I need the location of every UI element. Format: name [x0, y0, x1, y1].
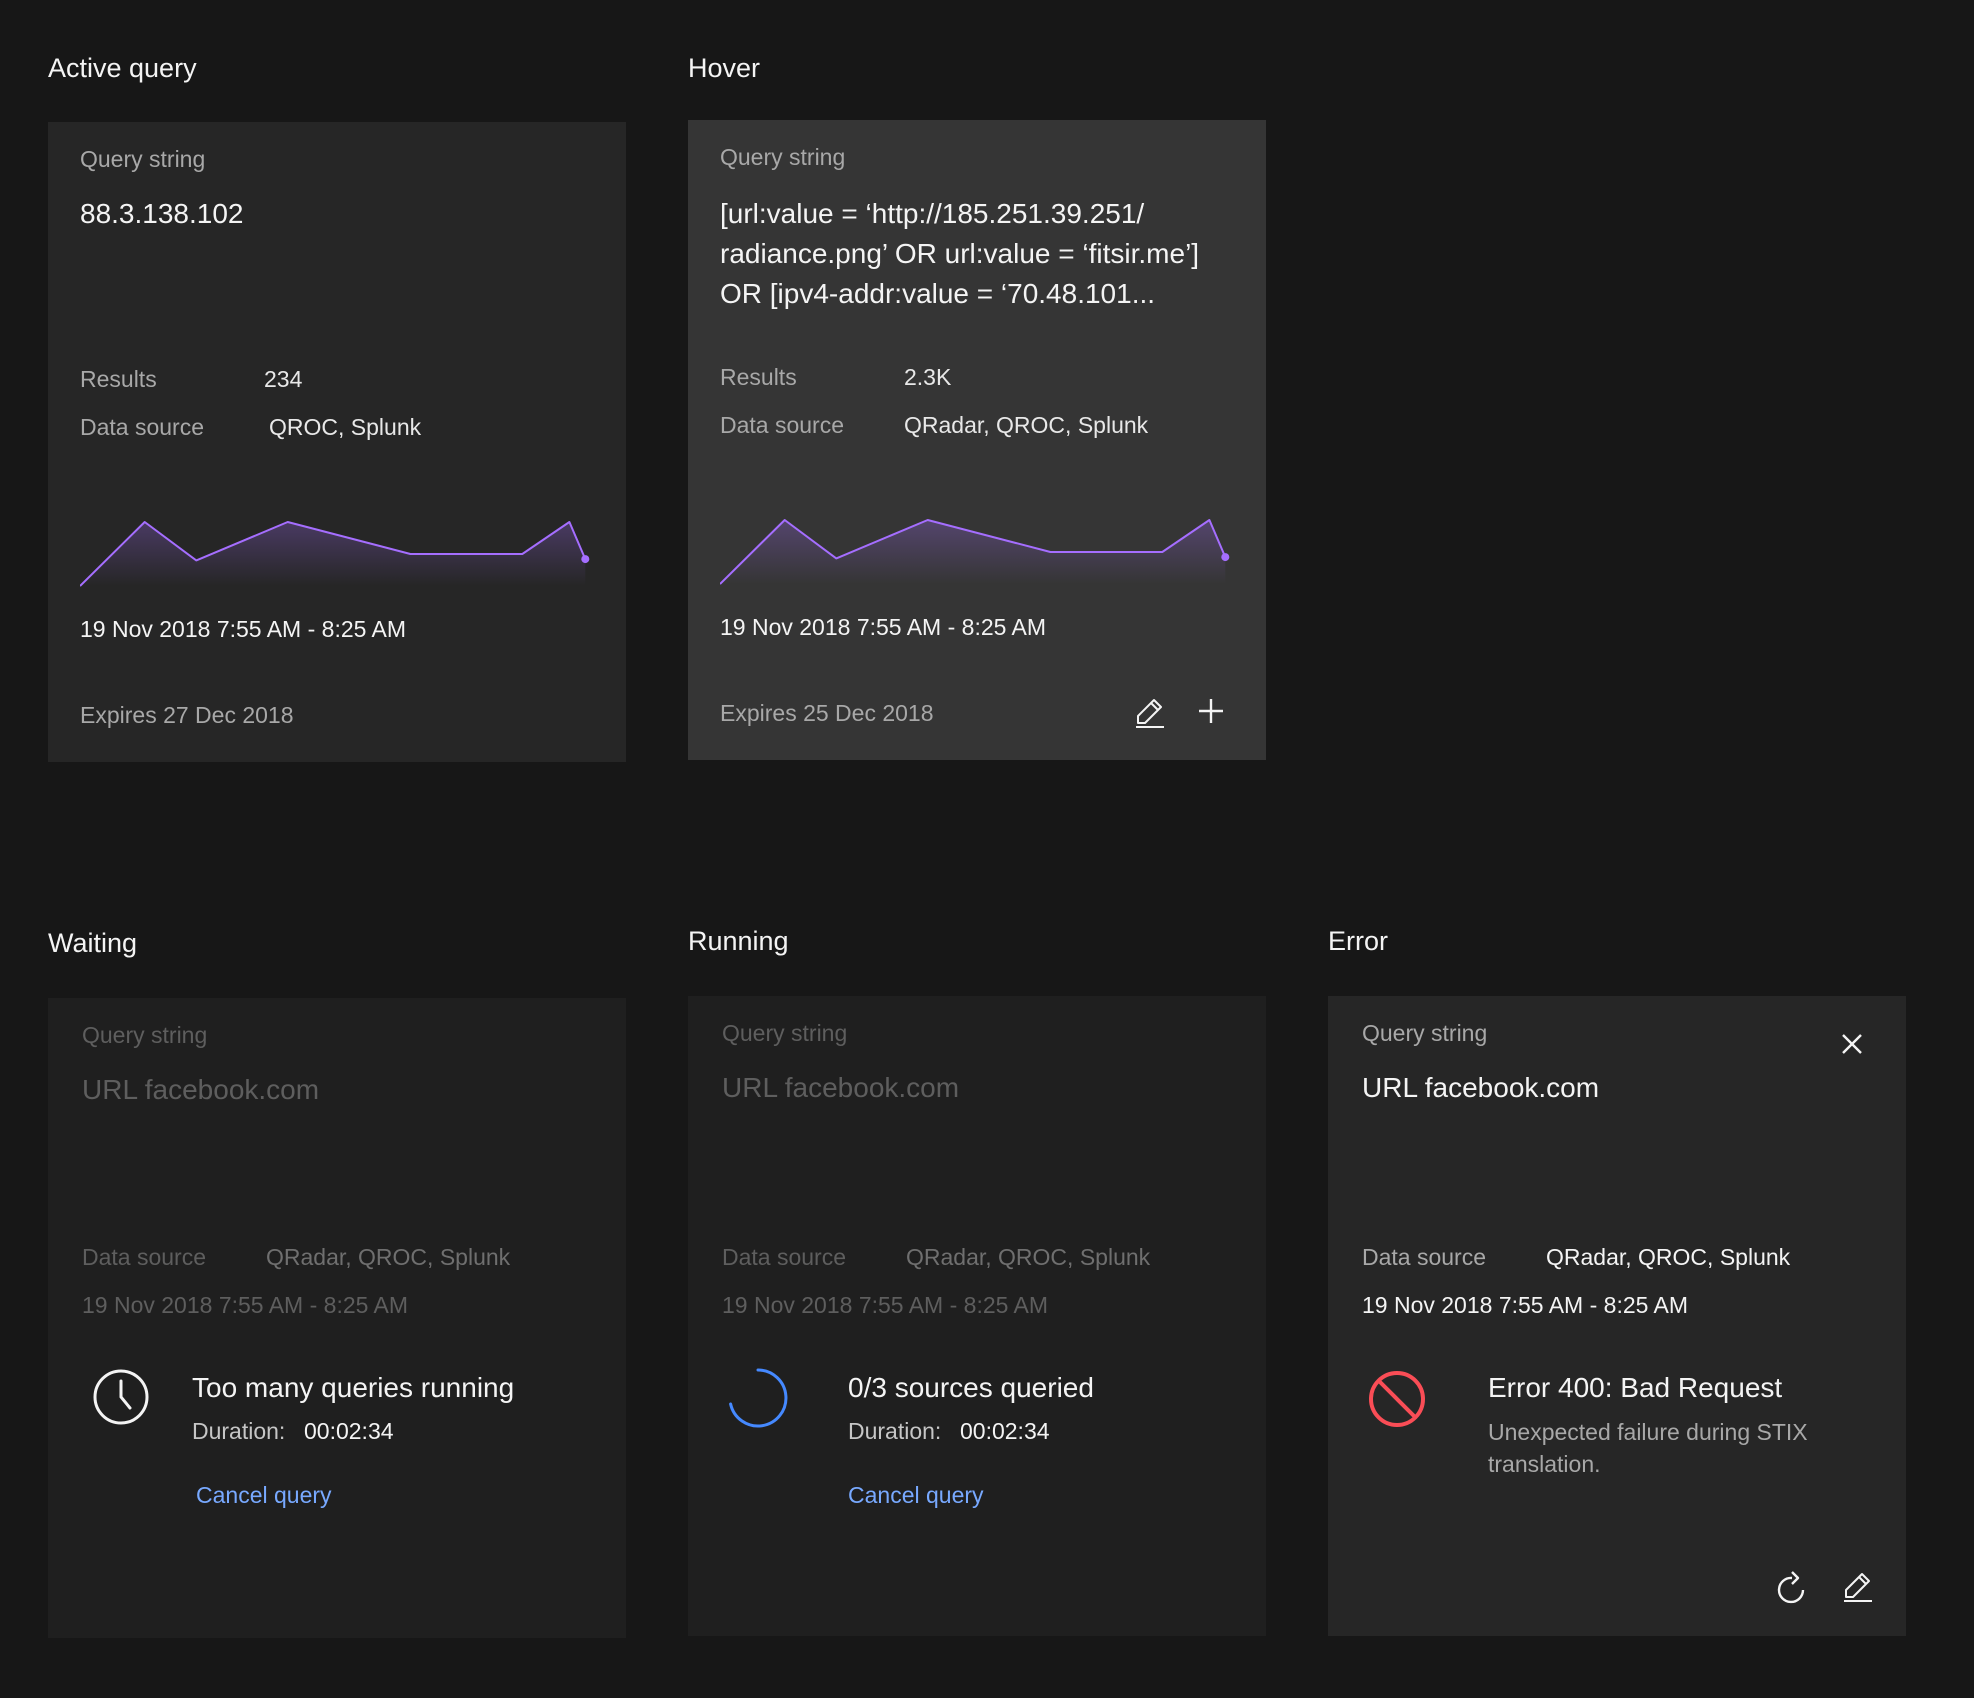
expires-date: Expires 25 Dec 2018	[720, 700, 934, 726]
query-string-label: Query string	[720, 144, 846, 170]
query-string-value: [url:value = ‘http://185.251.39.251/ rad…	[720, 194, 1199, 314]
retry-button[interactable]	[1774, 1568, 1810, 1608]
hover-query-card[interactable]: Query string [url:value = ‘http://185.25…	[688, 120, 1266, 760]
sparkline-area	[720, 520, 1226, 584]
section-title-running: Running	[688, 926, 789, 956]
cancel-query-link[interactable]: Cancel query	[848, 1482, 984, 1508]
cancel-query-link[interactable]: Cancel query	[196, 1482, 332, 1508]
time-range: 19 Nov 2018 7:55 AM - 8:25 AM	[80, 616, 407, 642]
data-source-label: Data source	[722, 1244, 847, 1270]
status-title: Error 400: Bad Request	[1488, 1372, 1783, 1403]
results-value: 234	[264, 366, 303, 392]
query-string-label: Query string	[1362, 1020, 1488, 1046]
section-title-active: Active query	[48, 53, 197, 83]
sparkline-line	[720, 519, 1227, 585]
results-value: 2.3K	[904, 364, 952, 390]
close-icon	[1842, 1034, 1862, 1054]
query-line-2: radiance.png’ OR url:value = ‘fitsir.me’…	[720, 238, 1200, 269]
clock-icon	[93, 1369, 149, 1425]
status-icon	[92, 1368, 150, 1426]
data-source-label: Data source	[1362, 1244, 1487, 1270]
results-sparkline	[720, 519, 1230, 585]
section-title-error: Error	[1328, 926, 1388, 956]
query-line-1: [url:value = ‘http://185.251.39.251/	[720, 198, 1145, 229]
time-range: 19 Nov 2018 7:55 AM - 8:25 AM	[722, 1292, 1049, 1318]
waiting-query-card[interactable]: Query string URL facebook.com Data sourc…	[48, 998, 626, 1638]
sparkline-end-point	[581, 555, 590, 564]
add-button[interactable]	[1196, 696, 1226, 726]
duration-label: Duration:	[192, 1418, 286, 1444]
results-sparkline	[80, 521, 590, 587]
error-description-line-2: translation.	[1488, 1451, 1601, 1477]
data-source-label: Data source	[82, 1244, 207, 1270]
status-title: Too many queries running	[192, 1372, 515, 1403]
query-string-label: Query string	[82, 1022, 208, 1048]
status-title: 0/3 sources queried	[848, 1372, 1094, 1403]
data-source-value: QRadar, QROC, Splunk	[904, 412, 1149, 438]
error-description-line-1: Unexpected failure during STIX	[1488, 1419, 1808, 1445]
query-string-label: Query string	[80, 146, 206, 172]
section-title-waiting: Waiting	[48, 928, 138, 958]
edit-button[interactable]	[1132, 694, 1168, 730]
results-label: Results	[80, 366, 157, 392]
time-range: 19 Nov 2018 7:55 AM - 8:25 AM	[1362, 1292, 1689, 1318]
sparkline-end-point	[1221, 553, 1230, 562]
error-query-card[interactable]: Query string URL facebook.com Data sourc…	[1328, 996, 1906, 1636]
no-entry-icon	[1369, 1371, 1425, 1427]
duration-value: 00:02:34	[304, 1418, 394, 1444]
time-range: 19 Nov 2018 7:55 AM - 8:25 AM	[82, 1292, 409, 1318]
query-string-label: Query string	[722, 1020, 848, 1046]
query-string-value: URL facebook.com	[82, 1074, 320, 1105]
sparkline-line	[80, 521, 587, 587]
query-string-value: 88.3.138.102	[80, 198, 244, 229]
data-source-label: Data source	[80, 414, 205, 440]
running-query-card[interactable]: Query string URL facebook.com Data sourc…	[688, 996, 1266, 1636]
expires-date: Expires 27 Dec 2018	[80, 702, 294, 728]
query-line-3: OR [ipv4-addr:value = ‘70.48.101...	[720, 278, 1156, 309]
query-string-value: URL facebook.com	[722, 1072, 960, 1103]
plus-icon	[1199, 699, 1223, 723]
edit-icon	[1136, 699, 1164, 728]
query-string-value: URL facebook.com	[1362, 1072, 1600, 1103]
time-range: 19 Nov 2018 7:55 AM - 8:25 AM	[720, 614, 1047, 640]
data-source-value: QRadar, QROC, Splunk	[1546, 1244, 1791, 1270]
status-icon	[726, 1366, 790, 1430]
close-button[interactable]	[1838, 1030, 1866, 1058]
error-description: Unexpected failure during STIX translati…	[1488, 1416, 1868, 1480]
sparkline-area	[80, 522, 586, 586]
edit-icon	[1844, 1573, 1872, 1602]
edit-button[interactable]	[1840, 1568, 1876, 1604]
status-icon	[1366, 1368, 1428, 1430]
results-label: Results	[720, 364, 797, 390]
data-source-value: QROC, Splunk	[269, 414, 422, 440]
duration-label: Duration:	[848, 1418, 942, 1444]
section-title-hover: Hover	[688, 53, 761, 83]
data-source-value: QRadar, QROC, Splunk	[266, 1244, 511, 1270]
retry-icon	[1777, 1571, 1805, 1604]
data-source-label: Data source	[720, 412, 845, 438]
active-query-card[interactable]: Query string 88.3.138.102 Results 234 Da…	[48, 122, 626, 762]
spinner-icon	[729, 1368, 788, 1428]
data-source-value: QRadar, QROC, Splunk	[906, 1244, 1151, 1270]
duration-value: 00:02:34	[960, 1418, 1050, 1444]
